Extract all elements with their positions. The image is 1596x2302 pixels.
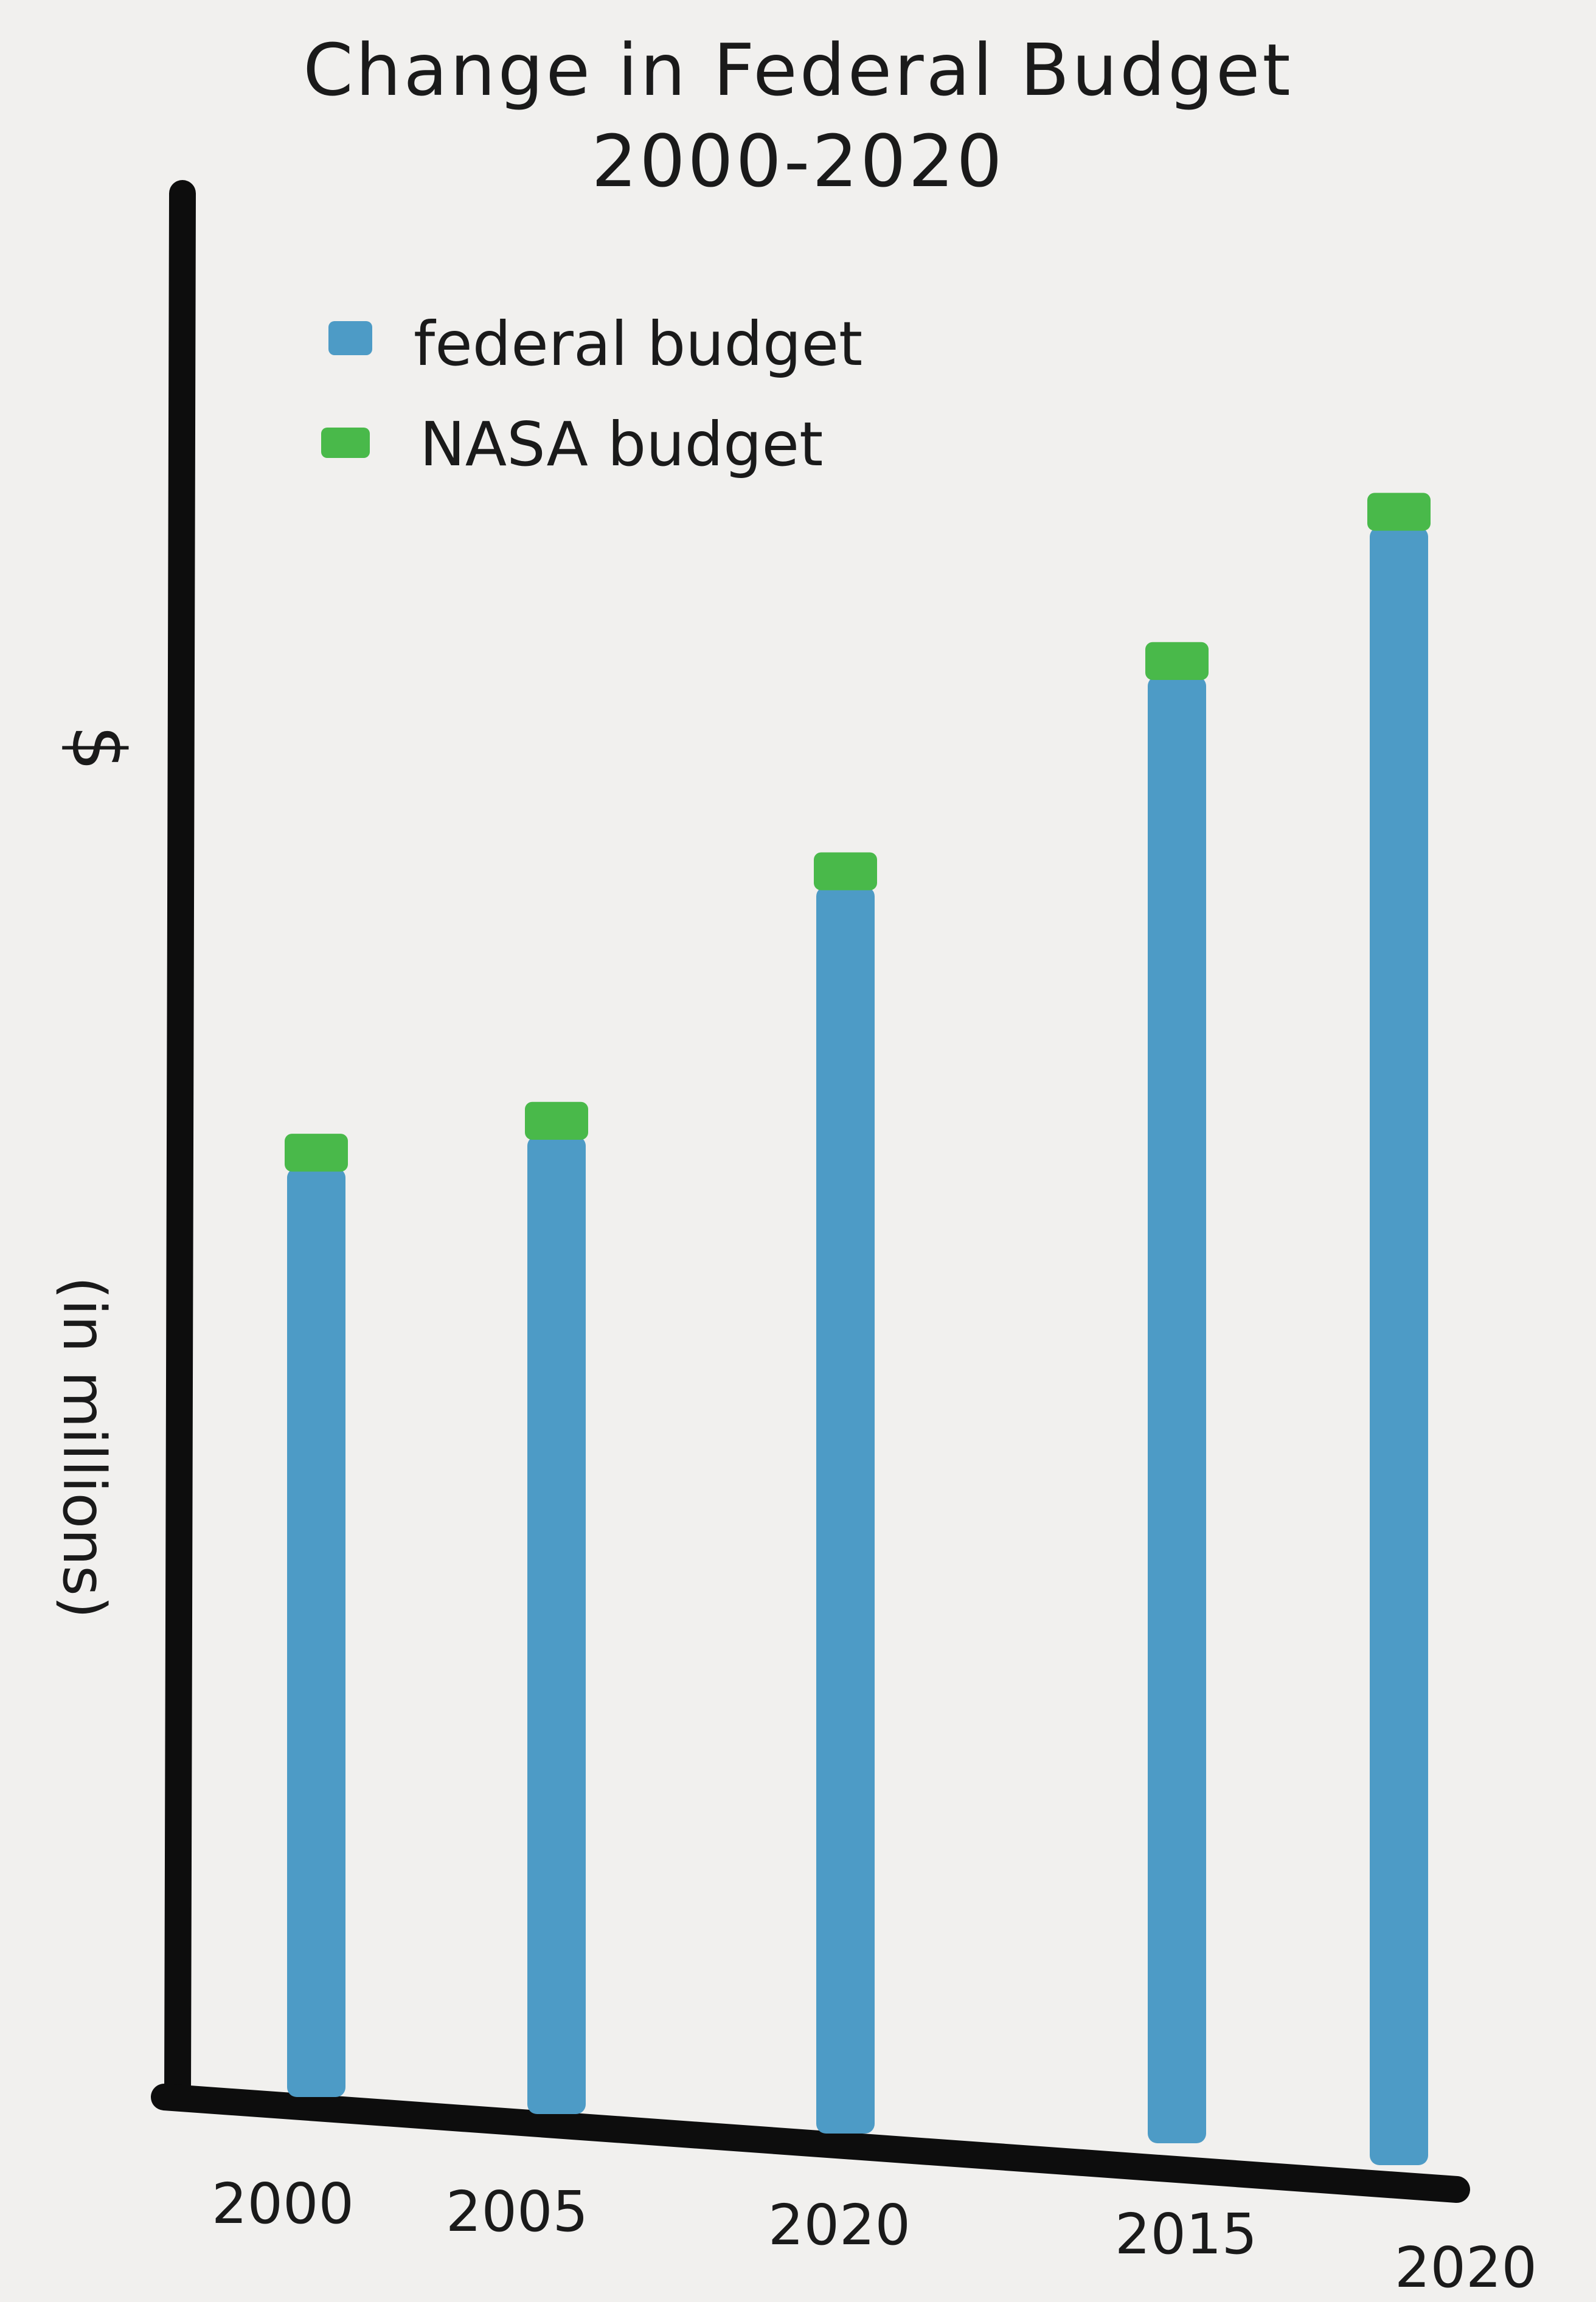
bars-group — [285, 493, 1431, 2165]
legend: federal budget NASA budget — [321, 308, 862, 480]
bar-federal-budget-1 — [287, 1168, 345, 2097]
bar-nasa-budget-3 — [814, 852, 877, 890]
bar-federal-budget-2 — [527, 1136, 586, 2114]
x-tick-label-2: 2005 — [446, 2179, 588, 2244]
x-tick-labels: 2000 2005 2020 2015 2020 — [212, 2171, 1537, 2300]
bar-federal-budget-4 — [1148, 676, 1206, 2143]
legend-label-federal-budget: federal budget — [414, 308, 862, 380]
bar-nasa-budget-5 — [1367, 493, 1431, 531]
x-tick-label-3: 2020 — [768, 2193, 911, 2258]
x-tick-label-1: 2000 — [212, 2171, 354, 2236]
y-axis-label: (in millions) — [50, 1277, 118, 1619]
chart-title-main: Change in Federal Budget — [303, 28, 1293, 112]
y-axis-line — [164, 180, 196, 2109]
x-tick-label-5: 2020 — [1395, 2235, 1537, 2300]
chart-title: Change in Federal Budget 2000-2020 — [0, 24, 1596, 207]
bar-federal-budget-5 — [1370, 527, 1428, 2165]
legend-swatch-nasa-budget — [321, 428, 370, 458]
x-axis-line — [151, 2084, 1470, 2203]
legend-label-nasa-budget: NASA budget — [420, 409, 823, 480]
bar-nasa-budget-1 — [285, 1134, 348, 1172]
legend-swatch-federal-budget — [328, 321, 372, 355]
y-axis-dollar-label: $ — [55, 725, 140, 771]
bar-nasa-budget-4 — [1145, 642, 1209, 680]
chart-subtitle: 2000-2020 — [591, 119, 1005, 203]
bar-federal-budget-3 — [816, 886, 875, 2134]
x-tick-label-4: 2015 — [1115, 2202, 1257, 2267]
bar-nasa-budget-2 — [525, 1101, 588, 1140]
